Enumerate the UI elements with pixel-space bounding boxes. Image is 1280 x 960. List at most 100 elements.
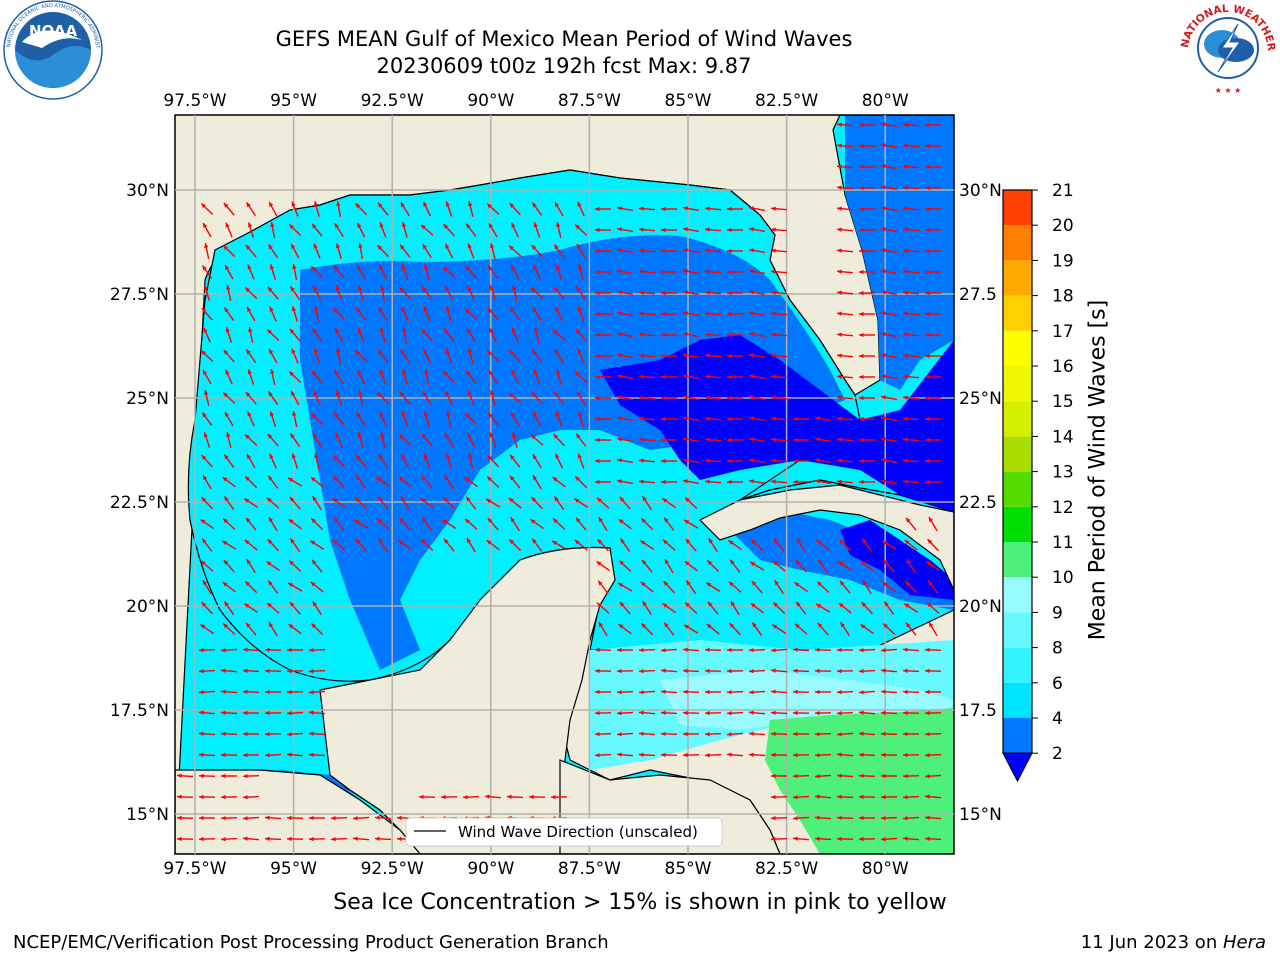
wave-direction-arrow	[531, 391, 543, 405]
wave-direction-arrow	[355, 454, 367, 468]
wave-direction-arrow	[488, 222, 498, 238]
wave-direction-arrow	[727, 458, 743, 464]
wave-direction-arrow	[814, 437, 832, 443]
wave-direction-arrow	[289, 285, 301, 301]
wave-direction-arrow	[576, 348, 586, 364]
wave-direction-arrow	[466, 285, 476, 301]
wave-direction-arrow	[309, 540, 325, 550]
wave-direction-arrow	[357, 432, 365, 448]
wave-direction-arrow	[836, 711, 854, 716]
lat-label-left: 22.5°N	[110, 493, 169, 513]
wave-direction-arrow	[247, 369, 255, 385]
wave-direction-arrow	[815, 689, 831, 695]
wave-direction-arrow	[682, 689, 700, 695]
wave-direction-arrow	[442, 370, 456, 384]
chart-subtitle: 20230609 t00z 192h fcst Max: 9.87	[376, 54, 752, 78]
wave-direction-arrow	[595, 290, 611, 296]
wave-direction-arrow	[243, 603, 259, 613]
wave-direction-arrow	[792, 647, 810, 652]
wave-direction-arrow	[814, 815, 832, 820]
wave-direction-arrow	[859, 416, 875, 422]
nws-logo: NATIONAL WEATHER SERVICE ★ ★ ★	[1178, 0, 1277, 95]
wave-direction-arrow	[902, 332, 920, 337]
wave-direction-arrow	[814, 479, 832, 485]
latitude-labels: 30°N 27.5°N 25°N 22.5°N 20°N 17.5°N 15°N 30°N 27…	[110, 181, 1002, 825]
colorbar-segment	[1003, 260, 1032, 296]
wave-direction-arrow	[880, 269, 898, 275]
wave-direction-arrow	[880, 290, 898, 296]
noaa-logo: NOAA NATIONAL OCEANIC AND ATMOSPHERIC AD…	[2, 0, 103, 100]
wave-direction-arrow	[512, 285, 518, 301]
wave-direction-arrow	[902, 122, 920, 127]
wave-direction-arrow	[903, 603, 919, 613]
wave-direction-arrow	[880, 689, 898, 694]
wave-direction-arrow	[661, 311, 677, 317]
wave-direction-arrow	[443, 328, 455, 342]
wave-direction-arrow	[727, 395, 743, 401]
wave-direction-arrow	[838, 602, 852, 614]
wave-direction-arrow	[286, 732, 304, 737]
wave-direction-arrow	[575, 286, 587, 300]
wave-direction-arrow	[902, 458, 920, 463]
wave-direction-arrow	[682, 710, 700, 716]
wave-direction-arrow	[248, 327, 254, 343]
wave-direction-arrow	[771, 624, 787, 634]
wave-direction-arrow	[836, 122, 854, 127]
lat-label-right: 20°N	[959, 597, 1002, 617]
wave-direction-arrow	[902, 689, 920, 695]
wave-direction-arrow	[336, 200, 342, 218]
wave-direction-arrow	[902, 836, 920, 841]
wave-direction-arrow	[553, 433, 565, 447]
wave-direction-arrow	[312, 495, 322, 511]
wave-direction-arrow	[880, 479, 898, 485]
wave-direction-arrow	[402, 326, 408, 344]
wave-direction-arrow	[202, 222, 212, 238]
wave-direction-arrow	[880, 731, 898, 737]
wave-direction-arrow	[314, 453, 320, 469]
colorbar-tick-label: 20	[1052, 216, 1074, 236]
wave-direction-arrow	[465, 496, 477, 510]
wave-direction-arrow	[198, 836, 216, 842]
wave-direction-arrow	[924, 731, 942, 737]
wave-direction-arrow	[661, 290, 677, 296]
wave-direction-arrow	[378, 306, 388, 322]
wave-direction-arrow	[728, 581, 742, 593]
wave-direction-arrow	[880, 395, 898, 401]
wave-direction-arrow	[928, 621, 938, 637]
wave-direction-arrow	[796, 537, 806, 553]
colorbar-segment	[1003, 366, 1032, 402]
wave-direction-arrow	[508, 245, 522, 257]
wave-direction-arrow	[466, 432, 476, 448]
wave-direction-arrow	[288, 560, 302, 572]
wave-direction-arrow	[880, 248, 898, 254]
wave-direction-arrow	[925, 689, 941, 695]
wave-direction-arrow	[792, 689, 810, 695]
wave-direction-arrow	[420, 539, 434, 551]
wave-direction-arrow	[770, 353, 788, 358]
field-2-4s-florida	[845, 115, 954, 390]
wave-direction-arrow	[704, 311, 722, 316]
wave-direction-arrow	[661, 332, 677, 338]
wave-direction-arrow	[421, 433, 433, 447]
wave-direction-arrow	[484, 794, 502, 799]
colorbar-tick-label: 16	[1052, 357, 1074, 377]
wave-direction-arrow	[596, 497, 610, 509]
wave-direction-arrow	[704, 248, 722, 253]
wave-direction-arrow	[176, 836, 194, 842]
wave-direction-arrow	[616, 395, 634, 401]
wave-direction-arrow	[814, 794, 832, 799]
colorbar-segment	[1003, 471, 1032, 507]
wave-direction-arrow	[638, 227, 656, 232]
wave-direction-arrow	[245, 349, 257, 363]
lat-label-left: 27.5°N	[110, 285, 169, 305]
wave-direction-arrow	[511, 327, 519, 343]
wave-direction-arrow	[378, 264, 388, 280]
wave-direction-arrow	[925, 185, 941, 191]
wave-direction-arrow	[220, 752, 238, 758]
wave-direction-arrow	[727, 290, 743, 296]
wave-direction-arrow	[465, 370, 477, 384]
wave-direction-arrow	[682, 227, 700, 233]
wave-direction-arrow	[220, 731, 238, 737]
wave-direction-arrow	[858, 836, 876, 842]
wave-direction-arrow	[287, 647, 303, 653]
